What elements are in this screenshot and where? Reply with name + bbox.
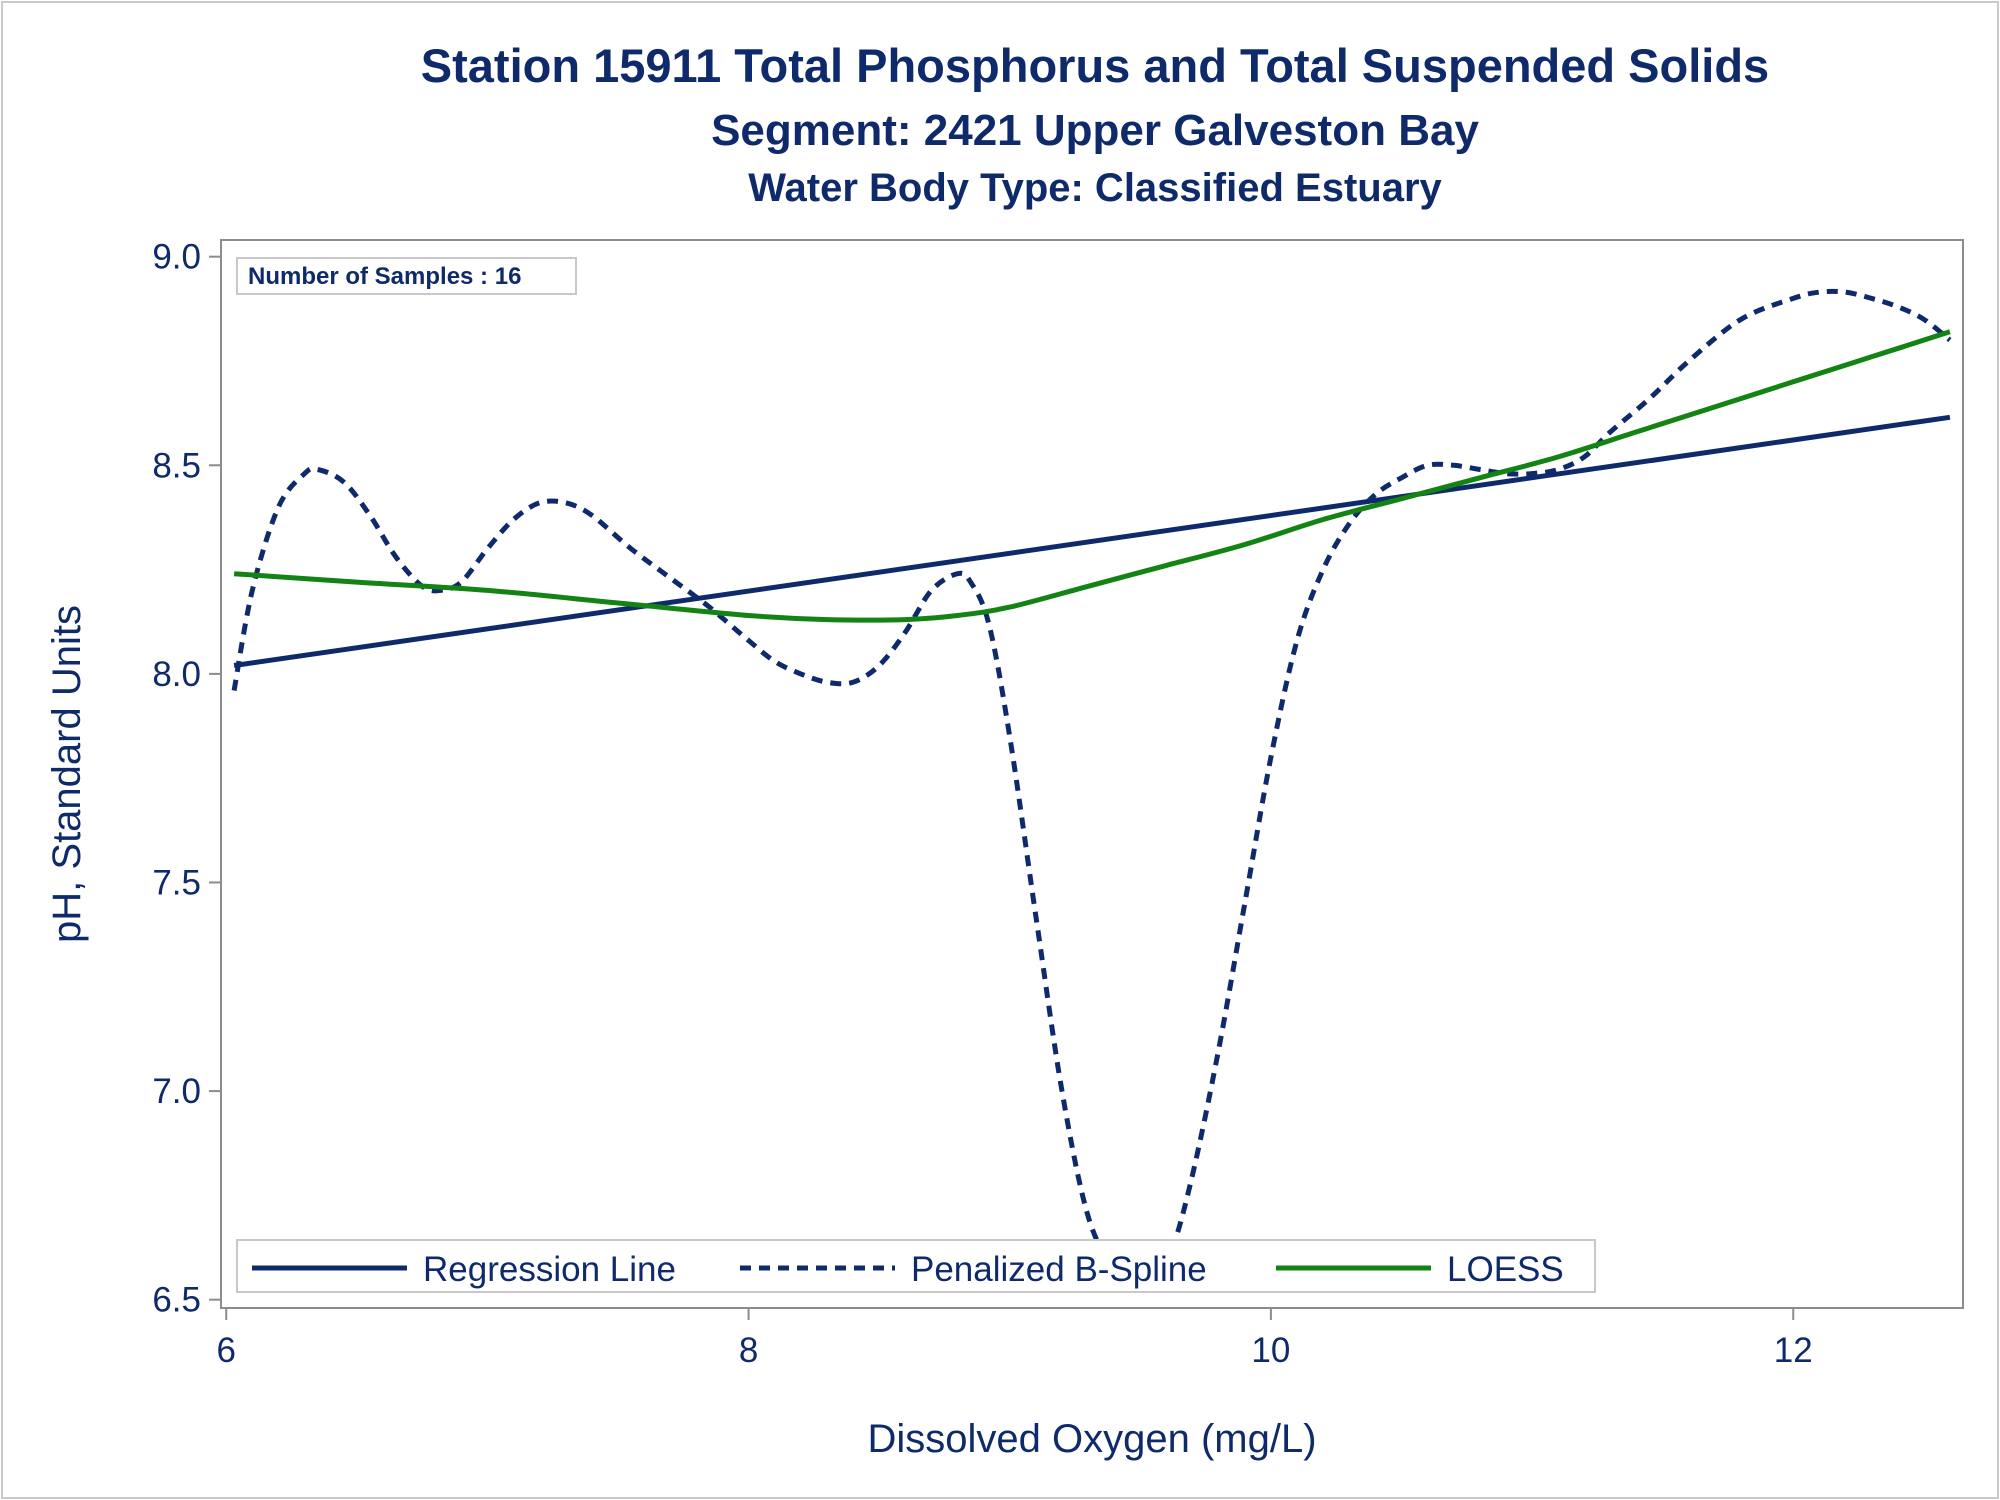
samples-inset-label: Number of Samples : 16: [248, 263, 521, 290]
x-tick-label-1: 8: [739, 1331, 758, 1370]
x-tick-label-0: 6: [216, 1331, 235, 1370]
samples-inset: Number of Samples : 16: [236, 257, 577, 295]
x-tick-label-2: 10: [1251, 1331, 1290, 1370]
y-tick-label-3: 8.0: [152, 655, 201, 694]
legend-label-regression: Regression Line: [423, 1250, 676, 1289]
legend-label-spline: Penalized B-Spline: [911, 1250, 1207, 1289]
x-tick-label-3: 12: [1774, 1331, 1813, 1370]
y-tick-label-2: 7.5: [152, 863, 201, 902]
legend-label-loess: LOESS: [1447, 1250, 1564, 1289]
x-axis-label: Dissolved Oxygen (mg/L): [867, 1417, 1316, 1461]
y-tick-label-0: 6.5: [152, 1281, 201, 1320]
y-tick-label-5: 9.0: [152, 238, 201, 277]
axes: 6 8 10 12 6.5 7.0 7.5 8.0 8.5 9.0: [152, 238, 1812, 1370]
legend: Regression Line Penalized B-Spline LOESS: [236, 1239, 1596, 1293]
chart-title: Station 15911 Total Phosphorus and Total…: [420, 39, 1770, 92]
series-layer: [231, 288, 1952, 1278]
y-tick-label-4: 8.5: [152, 446, 201, 485]
series-penalized-b-spline: [231, 288, 1952, 1278]
y-axis-label: pH, Standard Units: [45, 605, 89, 943]
chart-subtitle: Segment: 2421 Upper Galveston Bay: [711, 106, 1479, 155]
series-regression-line: [233, 414, 1951, 668]
chart-subtitle-2: Water Body Type: Classified Estuary: [748, 166, 1442, 210]
series-loess: [233, 329, 1951, 623]
y-tick-label-1: 7.0: [152, 1072, 201, 1111]
plot-area: [220, 239, 1964, 1309]
